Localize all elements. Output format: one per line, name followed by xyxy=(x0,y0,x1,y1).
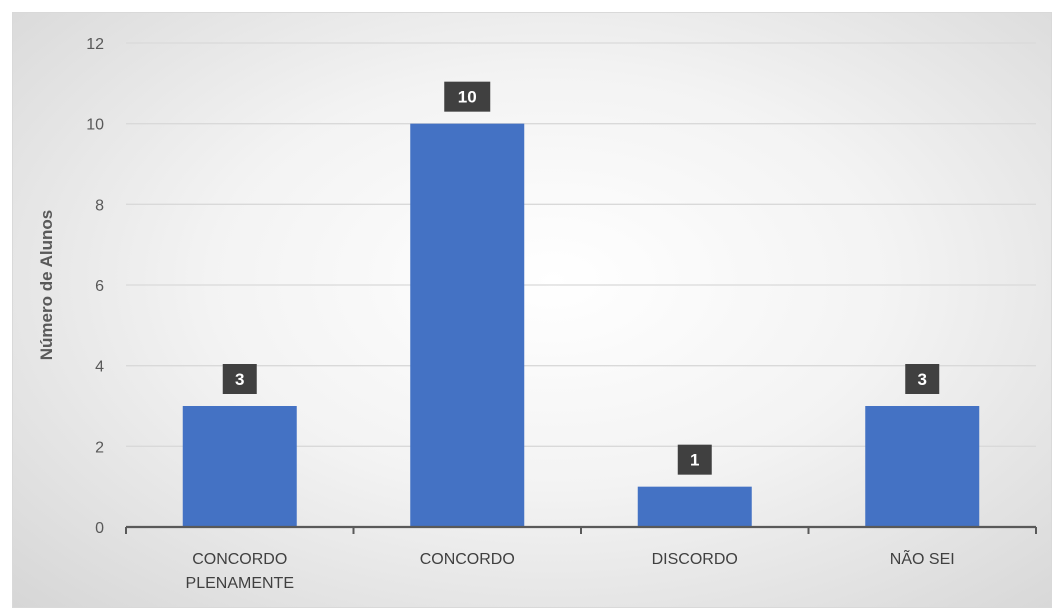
y-tick-label: 2 xyxy=(95,439,104,456)
bar xyxy=(865,406,980,527)
data-label: 10 xyxy=(444,81,491,112)
y-tick-label: 4 xyxy=(95,359,104,376)
y-tick-label: 12 xyxy=(86,36,104,53)
x-axis xyxy=(125,525,1037,534)
x-category-label-line: CONCORDO xyxy=(420,551,515,568)
x-category-label-line: NÃO SEI xyxy=(890,548,955,568)
y-tick-label: 10 xyxy=(86,117,104,134)
y-tick-label: 6 xyxy=(95,278,104,295)
data-label-box xyxy=(677,444,712,475)
x-category-label: NÃO SEI xyxy=(890,548,955,568)
gridlines xyxy=(126,42,1036,447)
x-category-label-line: PLENAMENTE xyxy=(186,575,294,592)
bar xyxy=(637,486,752,527)
x-axis-categories: CONCORDO PLENAMENTE CONCORDO DISCORDO NÃO SE… xyxy=(186,548,955,592)
data-label-box xyxy=(905,364,940,394)
y-tick-label: 0 xyxy=(95,520,104,537)
data-label-text: 1 xyxy=(690,451,699,470)
data-label-text: 3 xyxy=(918,370,927,389)
x-category-label: DISCORDO xyxy=(652,551,738,568)
data-label-text: 10 xyxy=(458,88,477,107)
data-label-box xyxy=(222,364,257,394)
data-label: 3 xyxy=(905,364,940,394)
x-category-label-line: CONCORDO xyxy=(192,551,287,568)
bars xyxy=(182,123,980,528)
x-category-label: CONCORDO PLENAMENTE xyxy=(186,551,294,592)
data-label-text: 3 xyxy=(235,370,244,389)
y-tick-label: 8 xyxy=(95,197,104,214)
x-category-label: CONCORDO xyxy=(420,551,515,568)
bar xyxy=(410,123,525,528)
data-label-box xyxy=(444,81,491,112)
bar xyxy=(182,406,297,527)
data-labels: 3 10 1 3 xyxy=(222,81,940,475)
y-axis-ticks: 0 2 4 6 8 10 12 xyxy=(86,36,104,537)
data-label: 1 xyxy=(677,444,712,475)
y-axis-title: Número de Alunos xyxy=(37,210,56,361)
data-label: 3 xyxy=(222,364,257,394)
x-category-label-line: DISCORDO xyxy=(652,551,738,568)
